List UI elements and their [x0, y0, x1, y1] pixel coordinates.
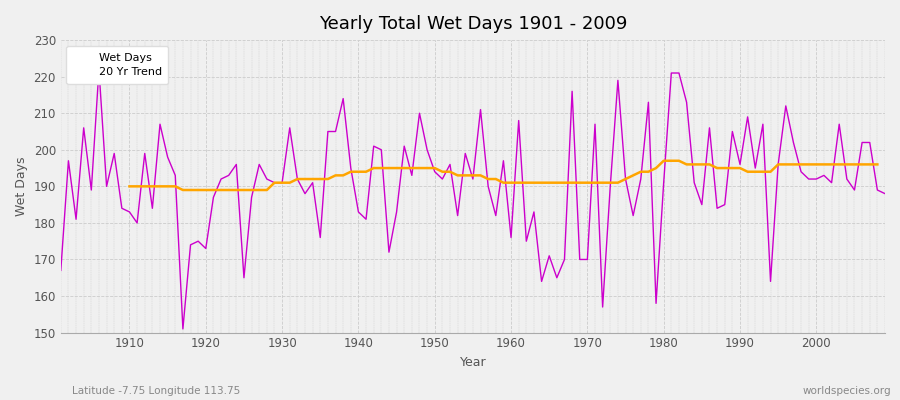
Legend: Wet Days, 20 Yr Trend: Wet Days, 20 Yr Trend	[67, 46, 168, 84]
20 Yr Trend	[177, 188, 188, 192]
Wet Days	[513, 118, 524, 123]
20 Yr Trend	[528, 180, 539, 185]
20 Yr Trend	[506, 180, 517, 185]
20 Yr Trend	[727, 166, 738, 170]
Title: Yearly Total Wet Days 1901 - 2009: Yearly Total Wet Days 1901 - 2009	[319, 15, 627, 33]
Wet Days	[56, 268, 67, 273]
Wet Days	[521, 239, 532, 244]
Wet Days	[124, 210, 135, 214]
20 Yr Trend	[124, 184, 135, 189]
20 Yr Trend	[361, 169, 372, 174]
Wet Days	[879, 191, 890, 196]
20 Yr Trend	[307, 177, 318, 182]
20 Yr Trend	[658, 158, 669, 163]
20 Yr Trend	[872, 162, 883, 167]
Wet Days	[613, 78, 624, 83]
Wet Days	[300, 191, 310, 196]
Wet Days	[346, 166, 356, 170]
Wet Days	[177, 326, 188, 331]
X-axis label: Year: Year	[460, 356, 486, 369]
Line: 20 Yr Trend: 20 Yr Trend	[130, 161, 878, 190]
Wet Days	[94, 67, 104, 72]
Text: Latitude -7.75 Longitude 113.75: Latitude -7.75 Longitude 113.75	[72, 386, 240, 396]
Y-axis label: Wet Days: Wet Days	[15, 156, 28, 216]
20 Yr Trend	[330, 173, 341, 178]
Text: worldspecies.org: worldspecies.org	[803, 386, 891, 396]
Line: Wet Days: Wet Days	[61, 69, 885, 329]
